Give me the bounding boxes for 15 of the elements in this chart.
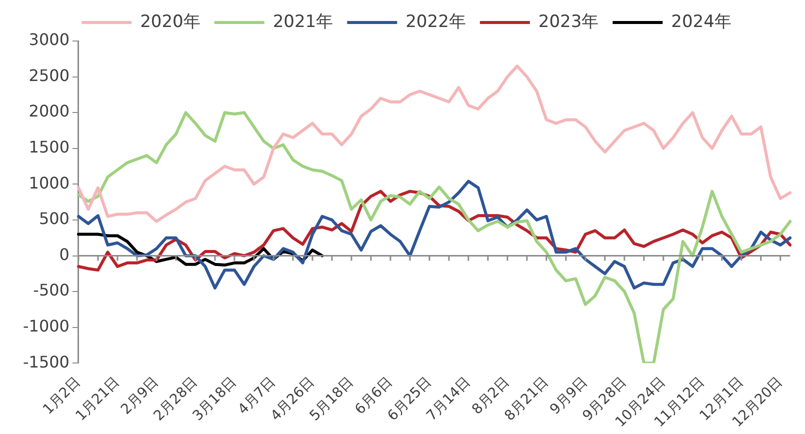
y-tick-label: -1000: [22, 316, 70, 336]
y-tick-label: 3000: [28, 30, 70, 50]
y-tick-label: 1500: [28, 138, 70, 157]
y-tick-label: 2500: [28, 66, 70, 85]
legend-label: 2022年: [406, 12, 466, 32]
y-tick-label: -1500: [22, 352, 70, 372]
y-tick-label: 1000: [28, 173, 70, 192]
legend-label: 2020年: [140, 12, 200, 32]
y-tick-label: 0: [59, 244, 70, 264]
legend-label: 2023年: [538, 12, 599, 32]
legend-label: 2024年: [671, 12, 732, 32]
legend-label: 2021年: [272, 12, 334, 32]
y-tick-label: -500: [33, 280, 70, 300]
y-tick-label: 2000: [28, 102, 70, 121]
y-tick-label: 500: [38, 209, 70, 228]
